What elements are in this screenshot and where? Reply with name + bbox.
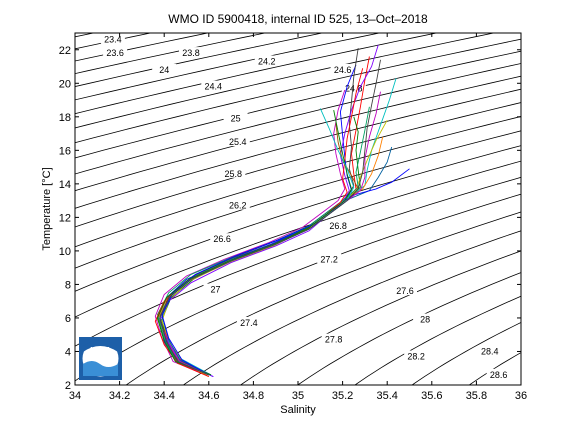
contour-label: 23.6	[106, 48, 124, 58]
density-contour	[572, 25, 576, 394]
contour-label: 25.4	[229, 137, 247, 147]
x-tick-label: 35.8	[466, 390, 487, 402]
x-tick-label: 34.2	[109, 390, 130, 402]
noaa-logo: NOAA	[79, 337, 122, 380]
contour-label: 24.4	[205, 82, 223, 92]
y-tick-label: 10	[59, 246, 71, 258]
x-tick-label: 35.6	[421, 390, 442, 402]
y-tick-label: 20	[59, 78, 71, 90]
contour-label: 27	[210, 285, 220, 295]
noaa-logo-text: NOAA	[90, 347, 111, 354]
profile-line	[162, 169, 410, 375]
density-contour	[57, 25, 576, 394]
contour-label: 28.2	[407, 352, 425, 362]
y-tick-label: 16	[59, 145, 71, 157]
contour-label: 28.4	[481, 347, 499, 357]
x-tick-label: 34.6	[198, 390, 219, 402]
plot-frame	[75, 33, 521, 385]
x-tick-label: 36	[515, 390, 527, 402]
contour-label: 25	[231, 114, 241, 124]
y-tick-label: 4	[65, 346, 71, 358]
x-tick-label: 35.2	[332, 390, 353, 402]
x-tick-label: 35.4	[376, 390, 397, 402]
y-tick-label: 12	[59, 212, 71, 224]
contour-label: 26.6	[213, 234, 231, 244]
density-contour	[0, 25, 249, 394]
contour-label: 28	[420, 315, 430, 325]
contour-label: 24.2	[258, 57, 276, 67]
contour-label: 28.6	[490, 370, 508, 380]
y-tick-label: 18	[59, 112, 71, 124]
density-contour	[515, 25, 576, 394]
contour-label: 26.8	[329, 221, 347, 231]
contour-label: 25.8	[225, 169, 243, 179]
x-axis-label: Salinity	[280, 404, 316, 416]
y-tick-label: 8	[65, 279, 71, 291]
y-axis-label: Temperature [°C]	[41, 167, 53, 250]
contour-label: 23.4	[104, 35, 122, 45]
chart-title: WMO ID 5900418, internal ID 525, 13–Oct–…	[168, 12, 428, 26]
profile-line	[155, 90, 344, 375]
profile-line	[162, 120, 387, 376]
profile-line	[160, 92, 381, 375]
density-contour	[0, 25, 363, 394]
contour-label: 23.8	[182, 48, 200, 58]
profile-line	[158, 107, 370, 374]
contour-label: 24	[159, 65, 169, 75]
density-contour	[229, 25, 576, 394]
profile-line	[160, 78, 396, 375]
profile-lines	[155, 45, 409, 377]
y-tick-label: 2	[65, 380, 71, 392]
density-contour	[458, 25, 576, 394]
density-contour	[0, 25, 20, 394]
density-contour	[343, 25, 576, 394]
profile-line	[160, 60, 381, 375]
contour-label: 27.2	[320, 254, 338, 264]
contour-label: 27.6	[396, 286, 414, 296]
y-tick-label: 6	[65, 313, 71, 325]
y-tick-label: 14	[59, 179, 71, 191]
contour-label: 26.2	[229, 201, 247, 211]
contour-label: 27.8	[325, 335, 343, 345]
x-tick-label: 34.4	[153, 390, 174, 402]
density-contour	[400, 25, 576, 394]
x-tick-label: 34.8	[243, 390, 264, 402]
y-tick-label: 22	[59, 45, 71, 57]
contour-label: 27.4	[240, 318, 258, 328]
x-tick-label: 35	[292, 390, 304, 402]
contour-label: 24.6	[334, 65, 352, 75]
